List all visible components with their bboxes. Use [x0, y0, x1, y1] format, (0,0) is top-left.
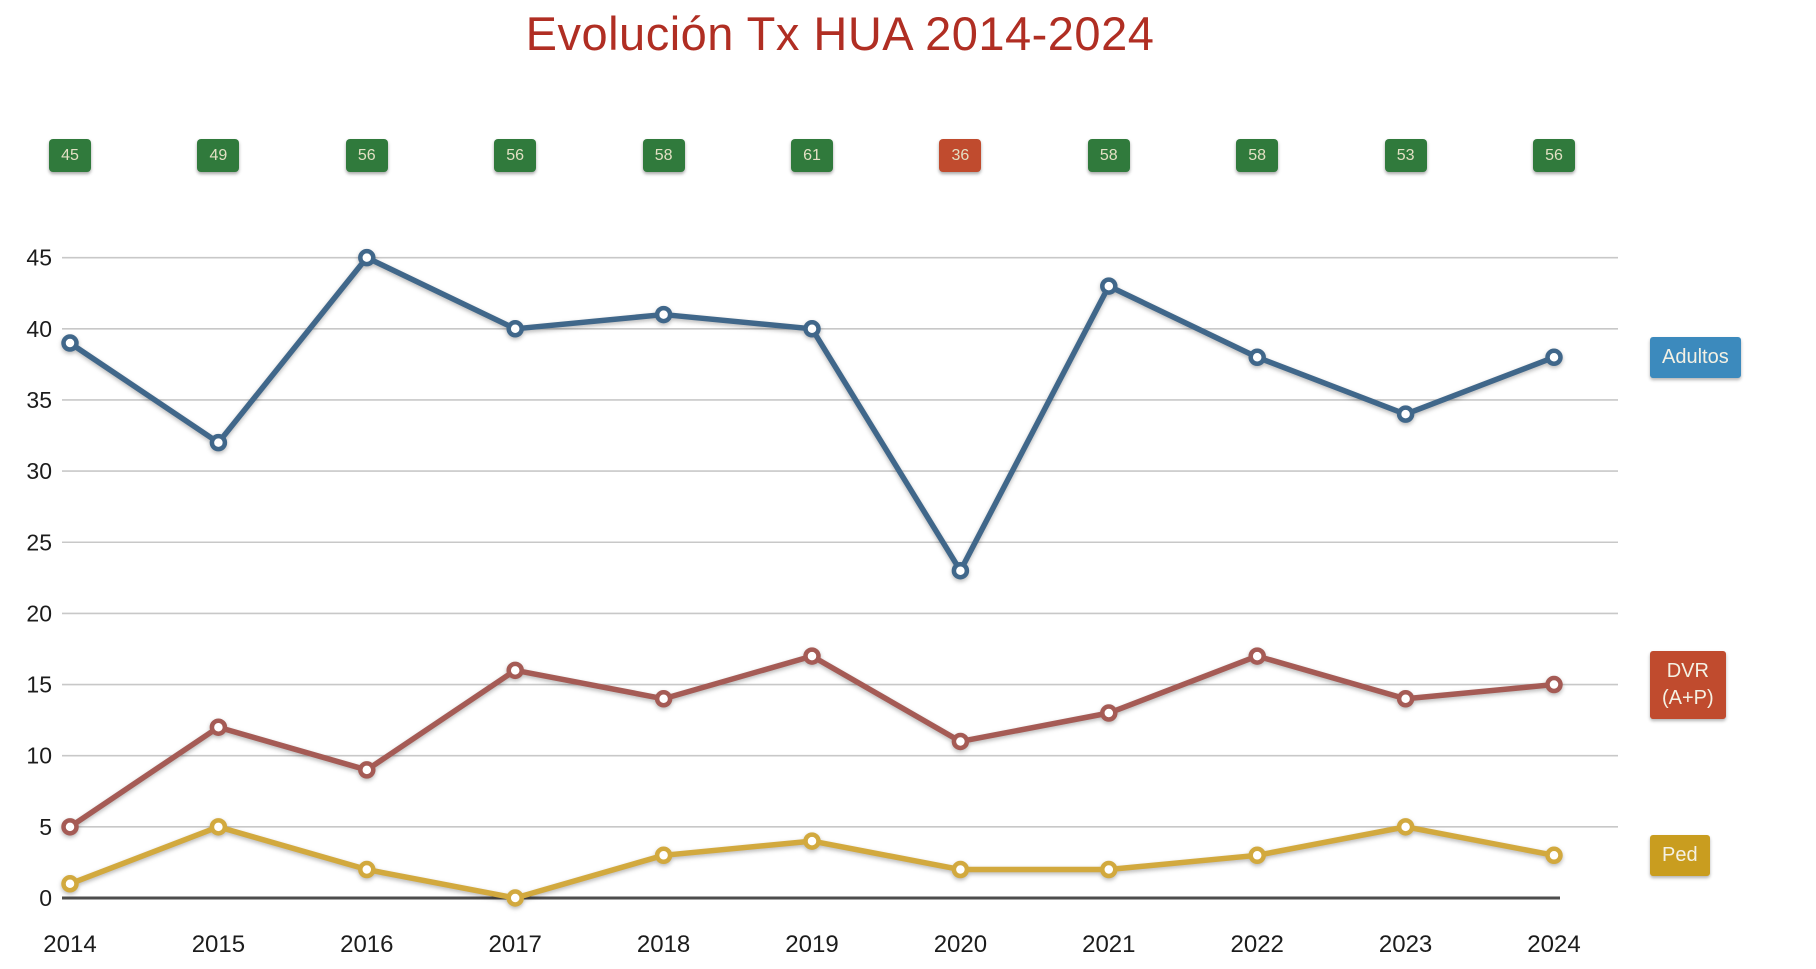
ped-point-2024: [1545, 846, 1563, 865]
adultos-point-2018: [654, 305, 673, 324]
legend-chip-dvr-a-p: DVR (A+P): [1650, 650, 1726, 719]
x-axis-label-2020: 2020: [934, 931, 987, 958]
dvr-a-p-line: [67, 653, 1557, 830]
total-badge-2014: 45: [49, 139, 91, 172]
ped-point-2015: [209, 818, 228, 836]
y-axis-tick: 35: [26, 387, 52, 413]
x-axis-label-2024: 2024: [1527, 931, 1580, 958]
x-axis-label-2014: 2014: [43, 931, 96, 958]
total-badge-2015: 49: [197, 139, 240, 172]
ped-point-2023: [1396, 818, 1415, 836]
y-axis-tick: 5: [39, 814, 52, 840]
x-axis-label-2021: 2021: [1082, 931, 1135, 958]
total-badge-2024: 56: [1533, 139, 1575, 172]
dvr-a-p-point-2017: [506, 661, 524, 680]
dvr-a-p-point-2022: [1248, 647, 1266, 665]
dvr-a-p-point-2016: [358, 761, 376, 779]
y-axis-tick: 40: [26, 316, 52, 342]
legend-label-line: Ped: [1662, 843, 1698, 866]
total-badge-2020: 36: [939, 139, 982, 172]
ped-series: [61, 818, 1563, 907]
ped-point-2017: [506, 889, 524, 907]
adultos-point-2021: [1100, 277, 1118, 295]
dvr-a-p-point-2014: [61, 818, 79, 836]
adultos-line: [67, 254, 1557, 574]
adultos-point-2024: [1545, 348, 1563, 367]
legend-label-line: (A+P): [1662, 686, 1714, 709]
dvr-a-p-point-2023: [1396, 690, 1415, 708]
legend-chip-adultos: Adultos: [1650, 336, 1741, 378]
total-badge-2019: 61: [791, 139, 833, 172]
adultos-point-2020: [951, 561, 970, 580]
dvr-a-p-point-2018: [654, 690, 673, 708]
adultos-series: [61, 248, 1563, 580]
ped-point-2014: [61, 875, 79, 893]
chart-title: Evolución Tx HUA 2014-2024: [525, 7, 1155, 60]
y-axis-tick: 20: [26, 600, 52, 626]
adultos-point-2022: [1248, 348, 1266, 367]
legend-chip-ped: Ped: [1650, 834, 1710, 876]
dvr-a-p-point-2024: [1545, 675, 1563, 694]
adultos-point-2014: [61, 334, 79, 352]
total-badge-2022: 58: [1236, 139, 1279, 172]
y-axis-tick: 30: [26, 458, 52, 484]
x-axis-label-2015: 2015: [192, 931, 245, 958]
x-axis-label-2022: 2022: [1231, 931, 1284, 958]
y-axis-tick: 25: [26, 529, 52, 555]
total-badge-2017: 56: [494, 139, 537, 172]
adultos-point-2015: [209, 433, 228, 452]
x-axis-label-2023: 2023: [1379, 931, 1432, 958]
dvr-a-p-point-2021: [1100, 704, 1118, 722]
total-badge-2023: 53: [1384, 139, 1427, 172]
y-axis-tick: 45: [26, 245, 52, 271]
y-axis-tick: 10: [26, 743, 52, 769]
ped-point-2020: [951, 860, 970, 879]
adultos-point-2017: [506, 320, 524, 338]
ped-point-2022: [1248, 846, 1266, 865]
total-badge-2018: 58: [642, 139, 685, 172]
ped-point-2019: [803, 832, 821, 850]
legend-label-line: DVR: [1666, 659, 1709, 682]
total-badge-2021: 58: [1087, 139, 1130, 172]
total-badge-2016: 56: [345, 139, 388, 172]
adultos-point-2016: [358, 248, 376, 267]
x-axis-label-2017: 2017: [489, 931, 542, 958]
ped-point-2021: [1100, 860, 1118, 879]
dvr-a-p-point-2019: [803, 647, 821, 665]
x-axis-label-2018: 2018: [637, 931, 690, 958]
legend-label-line: Adultos: [1662, 345, 1729, 368]
x-axis-label-2019: 2019: [785, 931, 838, 958]
dvr-a-p-point-2020: [951, 732, 970, 751]
adultos-point-2023: [1396, 405, 1415, 423]
dvr-a-p-series: [61, 647, 1563, 836]
y-axis-tick: 15: [26, 672, 52, 698]
ped-point-2016: [358, 860, 376, 879]
y-axis-tick: 0: [39, 885, 52, 911]
x-axis-label-2016: 2016: [340, 931, 393, 958]
dvr-a-p-point-2015: [209, 718, 228, 736]
adultos-point-2019: [803, 320, 821, 338]
ped-point-2018: [654, 846, 673, 865]
